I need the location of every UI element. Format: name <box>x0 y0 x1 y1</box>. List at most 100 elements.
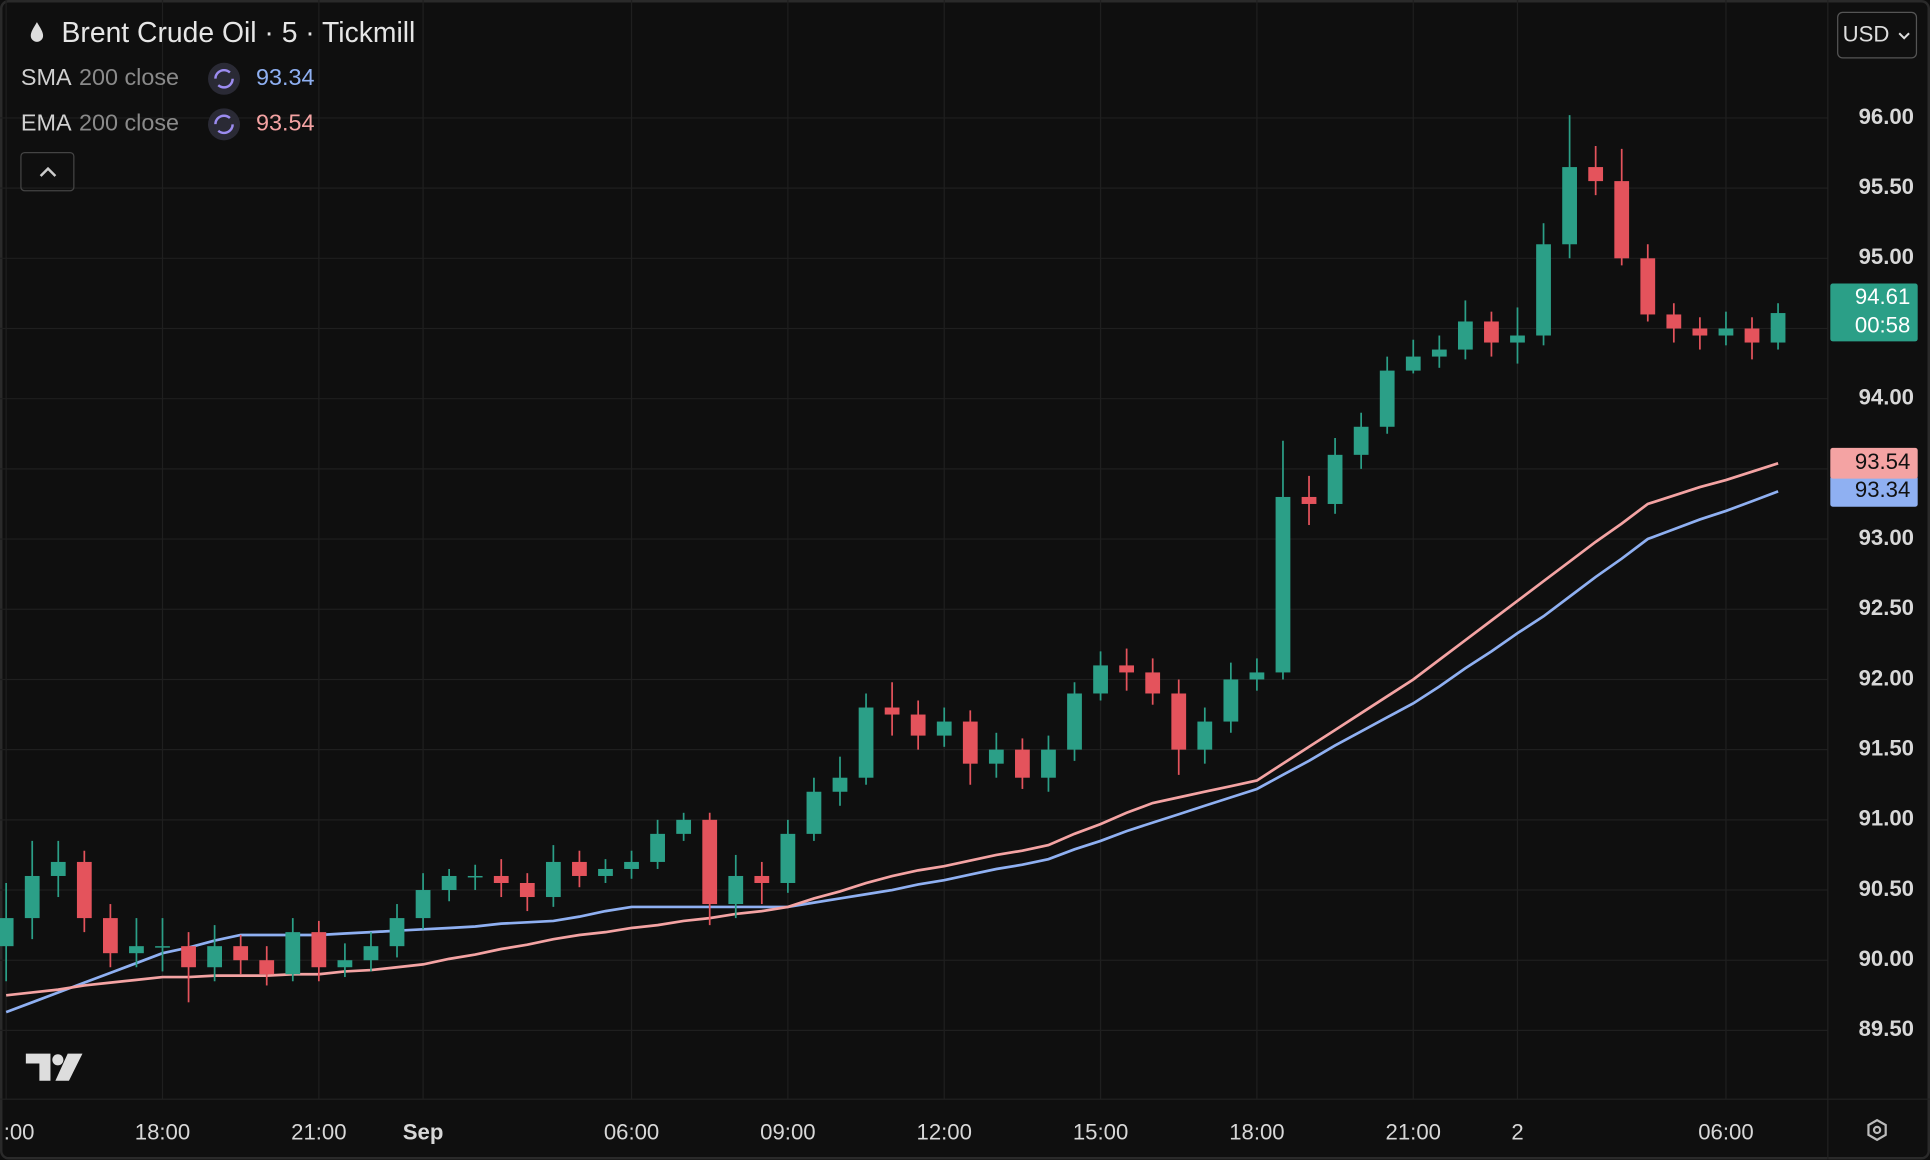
legend-icon <box>214 114 234 135</box>
candle-body <box>1718 328 1734 336</box>
candle-body <box>650 833 665 862</box>
y-tick-label: 94.00 <box>1859 385 1914 410</box>
y-tick-label: 89.50 <box>1859 1016 1914 1041</box>
legend-value: 93.54 <box>256 110 315 136</box>
legend-entry: EMA 200 close <box>21 110 179 136</box>
x-tick-label: 12:00 <box>917 1119 972 1144</box>
candle-body <box>389 918 405 947</box>
candle-body <box>441 875 457 891</box>
x-tick-label: 06:00 <box>1698 1119 1753 1144</box>
x-tick-label: 09:00 <box>760 1119 815 1144</box>
candle-body <box>572 861 587 876</box>
x-tick-label: 15:00 <box>1073 1119 1128 1144</box>
last-price: 94.61 <box>1855 284 1910 309</box>
x-tick-label: 21:00 <box>291 1119 346 1144</box>
candle-body <box>1119 665 1135 673</box>
candle-body <box>181 946 196 968</box>
candle-body <box>1614 181 1630 259</box>
candle-body <box>415 890 431 919</box>
settings-icon[interactable] <box>1867 1118 1887 1142</box>
candle-body <box>233 946 249 961</box>
y-tick-label: 93.00 <box>1859 525 1914 550</box>
legend-name: SMA <box>21 64 72 90</box>
candle-body <box>285 932 301 975</box>
y-tick-label: 90.50 <box>1859 876 1914 901</box>
logo-part <box>25 1053 51 1081</box>
candle-body <box>1223 679 1239 722</box>
legend-value: 93.34 <box>256 64 315 90</box>
candle-body <box>155 946 170 948</box>
candle-body <box>1536 244 1551 336</box>
legend-icon-bg <box>208 62 241 95</box>
candle-body <box>50 861 66 876</box>
candle-body <box>1067 693 1082 750</box>
y-tick-label: 90.00 <box>1859 946 1914 971</box>
candle-body <box>363 946 379 961</box>
candle-body <box>24 875 40 919</box>
x-tick-label: 18:00 <box>135 1119 190 1144</box>
candle-body <box>858 707 874 778</box>
candle-body <box>936 721 952 736</box>
candle-body <box>1145 672 1161 694</box>
currency: USD <box>1843 22 1890 47</box>
settings-hex <box>1867 1118 1887 1142</box>
candle-body <box>832 777 848 792</box>
candle-body <box>1770 313 1786 343</box>
legend-entry: SMA 200 close <box>21 64 179 90</box>
candle-body <box>624 861 639 869</box>
indicator-tag-value: 93.54 <box>1855 449 1910 474</box>
candle-body <box>129 946 144 954</box>
y-tick-label: 92.00 <box>1859 665 1914 690</box>
countdown: 00:58 <box>1855 312 1910 337</box>
candle-body <box>76 861 92 919</box>
y-tick-label: 95.50 <box>1859 174 1914 199</box>
x-tick-label: :00 <box>4 1119 35 1144</box>
candle-body <box>1327 454 1343 504</box>
candle-body <box>1588 167 1604 182</box>
candle-body <box>207 946 222 968</box>
candle-body <box>1562 167 1577 245</box>
indicator-tag <box>1830 447 1918 479</box>
candle-body <box>1484 321 1499 343</box>
indicators <box>5 462 1779 1014</box>
collapse-button[interactable] <box>20 152 75 192</box>
candle-body <box>311 932 327 968</box>
x-tick-label: 18:00 <box>1229 1119 1284 1144</box>
currency-button[interactable] <box>1837 11 1918 59</box>
legend-name: EMA <box>21 110 72 136</box>
logo-part <box>52 1054 64 1066</box>
candle-body <box>1405 356 1421 371</box>
y-tick-label: 95.00 <box>1859 244 1914 269</box>
candle-body <box>493 875 509 883</box>
chart-title: Brent Crude Oil · 5 · Tickmill <box>62 16 416 48</box>
candle-body <box>1301 496 1317 504</box>
candle-body <box>1171 693 1187 750</box>
currency-caret <box>1898 32 1910 40</box>
candle-body <box>545 861 561 898</box>
candle-body <box>0 918 14 947</box>
price-tags: 94.61 00:58 93.34 93.54 <box>1830 283 1918 507</box>
indicator-line <box>6 462 1779 997</box>
candle-body <box>1692 328 1708 336</box>
candle-body <box>806 791 822 834</box>
logo-part <box>55 1053 83 1081</box>
candle-body <box>1379 370 1395 427</box>
symbol-icon <box>30 22 44 42</box>
candle-body <box>962 721 978 764</box>
candle-body <box>1093 665 1108 694</box>
candle-body <box>102 918 118 954</box>
indicator-line <box>5 490 1779 1014</box>
candle-body <box>910 714 926 736</box>
candle-body <box>884 707 900 715</box>
x-tick-label: 06:00 <box>604 1119 659 1144</box>
candle-body <box>337 960 353 968</box>
y-tick-label: 92.50 <box>1859 595 1914 620</box>
settings-dot <box>1872 1125 1882 1135</box>
candle-body <box>1015 749 1030 778</box>
candle-body <box>1744 328 1760 343</box>
legend-icon <box>214 68 234 89</box>
